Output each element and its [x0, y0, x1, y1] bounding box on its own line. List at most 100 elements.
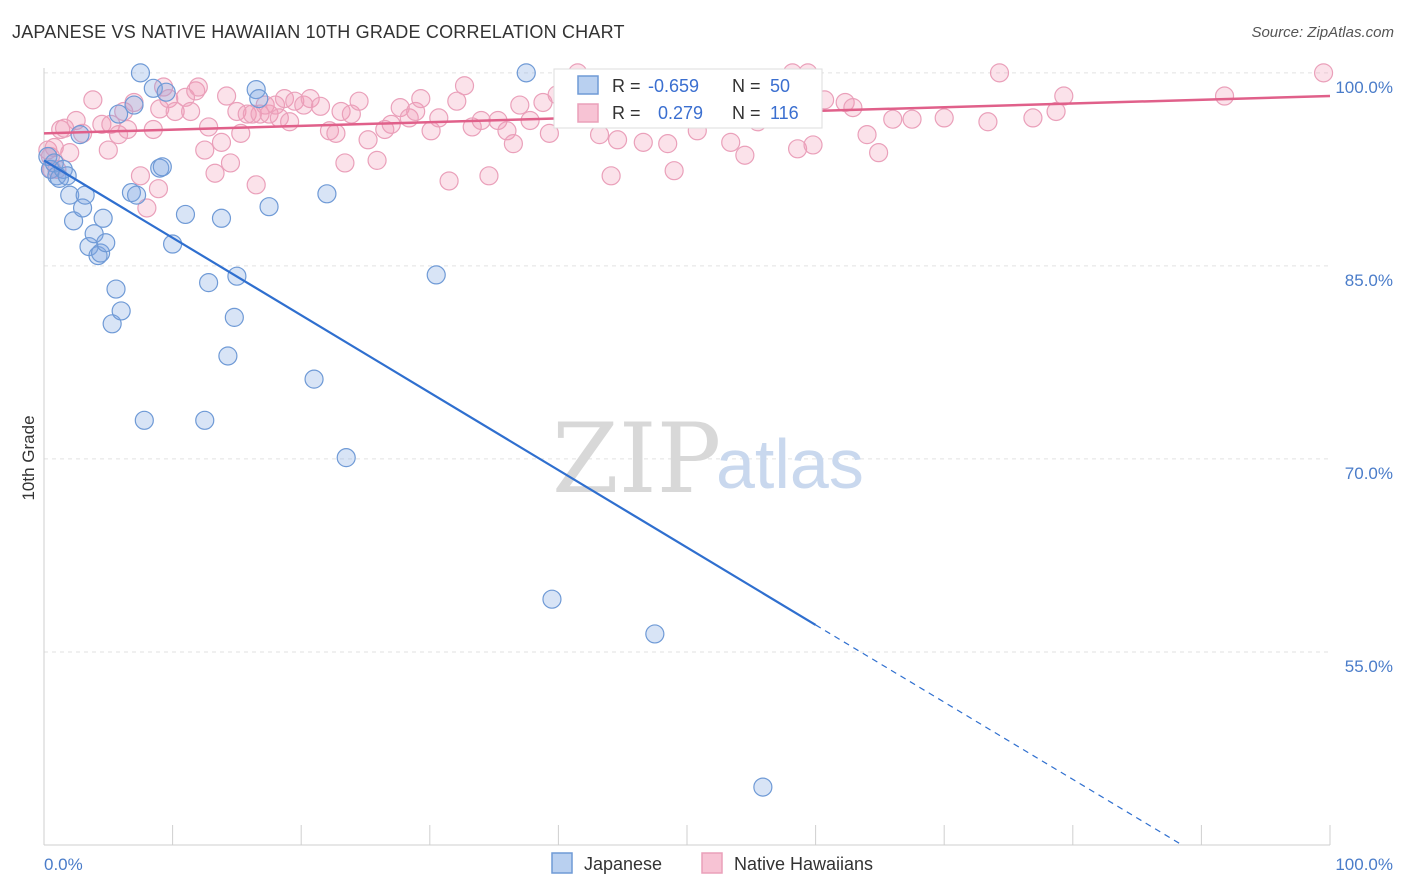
japanese-point	[516, 63, 536, 83]
hawaiian-point	[199, 117, 219, 137]
hawaiian-point	[664, 161, 684, 181]
hawaiian-point	[869, 143, 889, 163]
hawaiian-point	[1046, 101, 1066, 122]
japanese-point	[336, 448, 356, 468]
japanese-point	[121, 182, 142, 203]
hawaiian-point	[510, 95, 530, 115]
japanese-point	[143, 78, 163, 98]
x-tick-label-min: 0.0%	[44, 855, 83, 874]
japanese-point	[426, 265, 446, 285]
japanese-point	[542, 589, 562, 609]
hawaiian-point	[300, 89, 320, 109]
hawaiian-point	[358, 130, 378, 150]
stat2-r-label: R =	[612, 103, 641, 123]
japanese-point	[249, 89, 269, 109]
stat1-n-value: 50	[770, 76, 790, 96]
hawaiian-point	[601, 166, 621, 186]
hawaiian-point	[335, 153, 355, 173]
x-tick-label-max: 100.0%	[1335, 855, 1393, 874]
hawaiian-point	[429, 108, 449, 128]
hawaiian-point	[326, 123, 346, 143]
hawaiian-point	[188, 77, 208, 97]
hawaiian-point	[217, 86, 237, 106]
hawaiian-point	[989, 63, 1010, 83]
hawaiian-point	[934, 108, 954, 128]
hawaiian-swatch	[577, 103, 599, 123]
hawaiian-point	[503, 134, 523, 154]
hawaiian-point	[195, 140, 215, 160]
japanese-point	[211, 208, 232, 228]
japanese-trend-extension	[815, 624, 1183, 846]
hawaiian-point	[735, 145, 755, 165]
watermark: ZIP atlas	[552, 403, 864, 515]
hawaiian-point	[137, 198, 157, 218]
japanese-point	[108, 104, 129, 124]
hawaiian-point	[857, 125, 877, 145]
hawaiian-point	[539, 123, 559, 143]
legend-japanese-label: Japanese	[584, 854, 662, 874]
japanese-point	[199, 273, 219, 293]
hawaiian-point	[411, 89, 431, 109]
japanese-point	[195, 410, 215, 430]
hawaiian-point	[181, 101, 201, 122]
native-hawaiians-series	[38, 63, 1334, 218]
hawaiian-point	[454, 76, 475, 96]
hawaiian-point	[205, 163, 225, 183]
japanese-series	[38, 63, 773, 797]
hawaiian-point	[98, 140, 118, 160]
japanese-point	[124, 95, 144, 115]
hawaiian-point	[721, 132, 741, 152]
hawaiian-point	[658, 134, 678, 154]
source-label: Source: ZipAtlas.com	[1251, 24, 1394, 41]
japanese-point	[134, 410, 154, 430]
hawaiian-point	[375, 119, 395, 140]
hawaiian-point	[978, 112, 998, 132]
japanese-point	[259, 197, 279, 217]
hawaiian-point	[1054, 86, 1074, 106]
hawaiian-point	[246, 175, 266, 195]
japanese-point	[152, 157, 172, 177]
hawaiian-point	[83, 90, 103, 110]
hawaiian-point	[310, 96, 331, 116]
hawaiian-point	[633, 132, 653, 152]
japanese-point	[645, 624, 665, 644]
legend-hawaiian-swatch	[701, 852, 723, 874]
japanese-point	[93, 208, 113, 228]
japanese-point	[111, 301, 131, 321]
hawaiian-point	[60, 143, 80, 163]
legend: Japanese Native Hawaiians	[551, 852, 873, 874]
hawaiian-point	[349, 91, 369, 111]
hawaiian-point	[153, 77, 174, 97]
watermark-zip: ZIP	[552, 403, 721, 515]
japanese-swatch	[577, 75, 599, 95]
hawaiian-point	[479, 166, 499, 186]
y-tick-label: 85.0%	[1345, 271, 1393, 290]
y-tick-label: 100.0%	[1335, 78, 1393, 97]
hawaiian-point	[148, 179, 169, 199]
hawaiian-point	[211, 132, 232, 152]
y-tick-label: 70.0%	[1345, 464, 1393, 483]
stat1-r-value: -0.659	[648, 76, 699, 96]
stats-box: R = -0.659 N = 50 R = 0.279 N = 116	[553, 68, 823, 129]
hawaiian-point	[787, 139, 808, 159]
y-tick-label: 55.0%	[1345, 657, 1393, 676]
axes	[43, 68, 1331, 846]
japanese-point	[218, 346, 238, 366]
hawaiian-point	[1214, 86, 1235, 106]
japanese-point	[96, 233, 116, 253]
hawaiian-point	[843, 98, 863, 118]
japanese-point	[70, 125, 90, 145]
japanese-point	[106, 279, 126, 299]
hawaiian-point	[280, 112, 300, 132]
hawaiian-point	[1023, 108, 1043, 128]
stat2-n-label: N =	[732, 103, 761, 123]
legend-hawaiian-label: Native Hawaiians	[734, 854, 873, 874]
stat2-r-value: 0.279	[658, 103, 703, 123]
japanese-point	[130, 63, 151, 83]
watermark-atlas: atlas	[716, 425, 864, 503]
legend-japanese-swatch	[551, 852, 573, 874]
hawaiian-point	[406, 101, 426, 122]
hawaiian-point	[165, 101, 185, 122]
japanese-point	[224, 307, 244, 327]
